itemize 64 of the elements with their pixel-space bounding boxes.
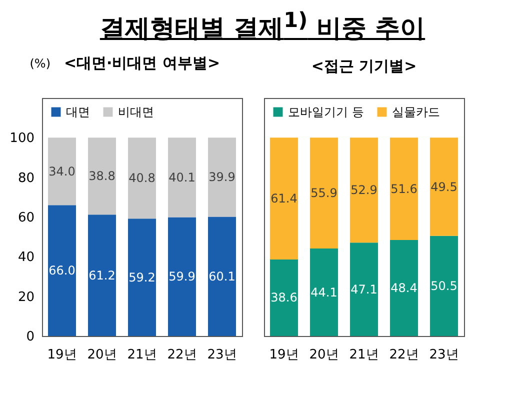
x-tick-label: 20년	[87, 348, 117, 362]
data-label: 38.6	[270, 290, 298, 305]
legend-label: 모바일기기 등	[288, 105, 364, 119]
bar	[168, 138, 196, 218]
bar	[430, 236, 458, 336]
data-label: 60.1	[208, 269, 236, 284]
bar	[350, 138, 378, 243]
x-tick-label: 22년	[167, 348, 197, 362]
legend-label: 대면	[66, 105, 90, 119]
y-axis-title: (%)	[30, 56, 50, 70]
bar	[88, 138, 116, 215]
bar	[270, 259, 298, 336]
data-label: 34.0	[48, 164, 76, 178]
y-tick-label: 100	[10, 131, 34, 146]
data-label: 38.8	[88, 169, 116, 184]
bar	[168, 217, 196, 336]
bar	[390, 138, 418, 240]
x-tick-label: 23년	[429, 348, 459, 362]
x-tick-label: 20년	[309, 348, 339, 362]
bar	[48, 205, 76, 336]
data-label: 39.9	[208, 170, 236, 184]
data-label: 47.1	[350, 282, 378, 296]
bar	[208, 138, 236, 217]
chart-subtitle: <대면·비대면 여부별>	[64, 54, 220, 72]
y-tick-label: 80	[18, 170, 34, 186]
chart-title: <접근 기기별>	[311, 57, 417, 75]
bar	[128, 138, 156, 219]
x-tick-label: 21년	[127, 348, 157, 362]
bar	[310, 248, 338, 336]
x-tick-label: 21년	[349, 348, 379, 362]
bar	[208, 216, 236, 336]
y-tick-label: 60	[18, 210, 34, 226]
data-label: 40.8	[128, 171, 156, 186]
data-label: 40.1	[168, 170, 196, 184]
data-label: 50.5	[430, 278, 458, 293]
chart-title: 결제형태별 결제$^{1)}$ 비중 추이	[98, 8, 426, 44]
bar	[270, 138, 298, 260]
bar	[430, 138, 458, 236]
data-label: 66.0	[48, 264, 76, 278]
bar	[128, 218, 156, 336]
data-label: 61.2	[88, 268, 116, 282]
y-tick-label: 20	[18, 290, 34, 305]
bar	[390, 240, 418, 336]
data-label: 44.1	[310, 285, 338, 300]
legend-label: 비대면	[118, 105, 154, 119]
data-label: 51.6	[390, 182, 418, 196]
data-label: 48.4	[390, 281, 418, 296]
bar	[48, 138, 76, 206]
bar	[310, 138, 338, 249]
data-label: 52.9	[350, 183, 378, 198]
data-label: 59.9	[168, 270, 196, 284]
x-tick-label: 22년	[389, 348, 419, 362]
bar	[350, 242, 378, 336]
data-label: 49.5	[430, 180, 458, 194]
y-tick-label: 0	[26, 330, 34, 344]
data-label: 55.9	[310, 186, 338, 200]
y-tick-label: 40	[18, 250, 34, 266]
bar	[88, 214, 116, 336]
data-label: 59.2	[128, 270, 156, 284]
x-tick-label: 19년	[269, 348, 299, 362]
legend-label: 실물카드	[392, 105, 440, 119]
x-tick-label: 23년	[207, 348, 237, 362]
x-tick-label: 19년	[47, 348, 77, 362]
data-label: 61.4	[270, 192, 298, 206]
